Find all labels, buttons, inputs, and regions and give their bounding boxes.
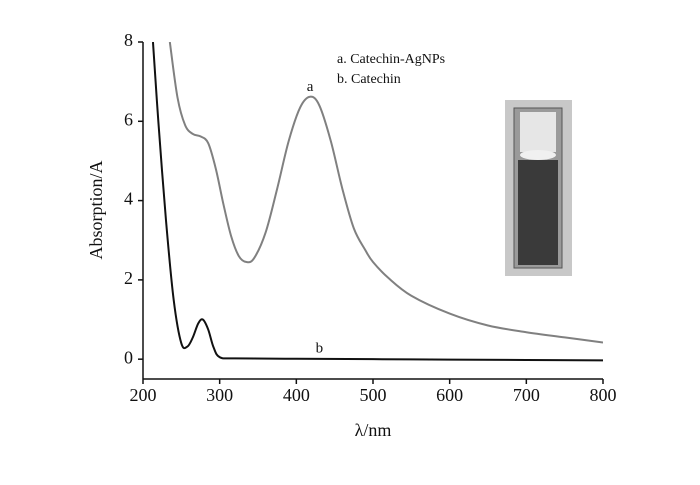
x-tick-label: 800 bbox=[590, 385, 617, 405]
x-tick-label: 200 bbox=[130, 385, 157, 405]
x-axis-label: λ/nm bbox=[355, 420, 392, 440]
legend-entry: b. Catechin bbox=[337, 72, 401, 87]
line bbox=[151, 42, 603, 362]
y-tick-label: 0 bbox=[124, 347, 133, 367]
x-tick-label: 400 bbox=[283, 385, 310, 405]
y-tick-label: 4 bbox=[124, 189, 133, 209]
y-tick-label: 2 bbox=[124, 268, 133, 288]
y-tick-label: 8 bbox=[124, 30, 133, 50]
inset-photo bbox=[505, 100, 572, 276]
legend-entry: a. Catechin-AgNPs bbox=[337, 52, 445, 67]
line bbox=[168, 42, 603, 344]
y-axis-label: Absorption/A bbox=[86, 160, 106, 259]
x-tick-label: 300 bbox=[206, 385, 233, 405]
annotation: a bbox=[307, 79, 314, 95]
x-tick-label: 500 bbox=[360, 385, 387, 405]
annotation: b bbox=[316, 341, 324, 357]
x-tick-label: 700 bbox=[513, 385, 540, 405]
y-tick-label: 6 bbox=[124, 109, 133, 129]
x-tick-label: 600 bbox=[436, 385, 463, 405]
